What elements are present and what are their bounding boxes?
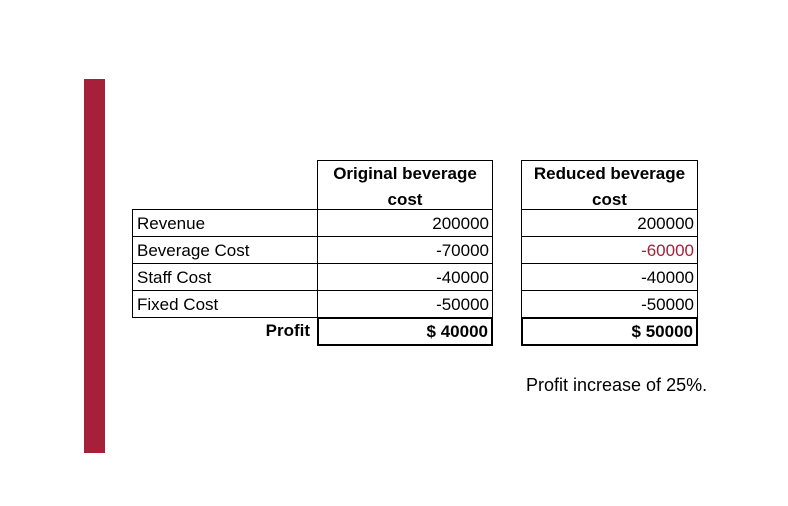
row-label-staff-cost: Staff Cost <box>132 263 318 291</box>
profit-original-value: $ 40000 <box>317 317 493 346</box>
header-original-beverage-cost: Original beverage cost <box>317 160 493 209</box>
row-label-fixed-cost: Fixed Cost <box>132 290 318 318</box>
header-reduced-beverage-cost: Reduced beverage cost <box>521 160 698 209</box>
profit-reduced-value: $ 50000 <box>521 317 698 346</box>
fixed-cost-original-value: -50000 <box>317 290 493 318</box>
beverage-cost-reduced-value: -60000 <box>521 236 698 264</box>
row-label-beverage-cost: Beverage Cost <box>132 236 318 264</box>
revenue-original-value: 200000 <box>317 209 493 237</box>
accent-bar <box>84 79 105 453</box>
fixed-cost-reduced-value: -50000 <box>521 290 698 318</box>
profit-increase-note: Profit increase of 25%. <box>526 375 708 395</box>
row-label-revenue: Revenue <box>132 209 318 237</box>
revenue-reduced-value: 200000 <box>521 209 698 237</box>
beverage-cost-original-value: -70000 <box>317 236 493 264</box>
staff-cost-original-value: -40000 <box>317 263 493 291</box>
profit-label: Profit <box>265 321 310 340</box>
staff-cost-reduced-value: -40000 <box>521 263 698 291</box>
